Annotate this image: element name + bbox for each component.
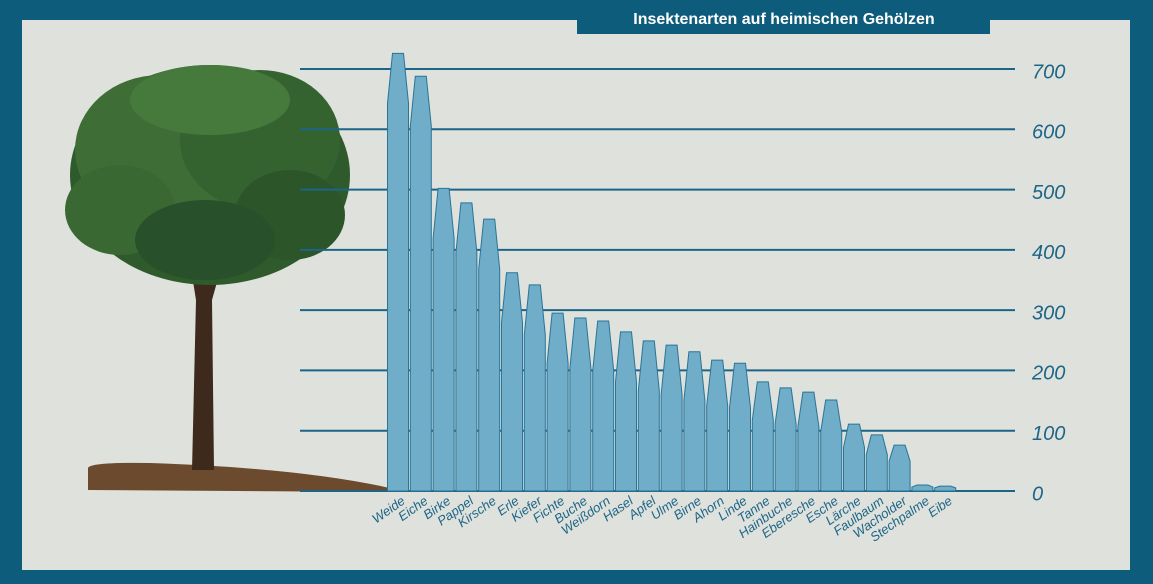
bar [865, 434, 888, 492]
bar [501, 272, 523, 492]
y-tick-label: 500 [1032, 182, 1065, 204]
title-box [577, 6, 990, 34]
y-tick-label: 300 [1032, 302, 1065, 324]
bar [387, 52, 409, 492]
bar [592, 320, 615, 492]
bar [888, 444, 911, 492]
bar [432, 187, 455, 492]
y-tick-label: 200 [1031, 363, 1065, 385]
y-tick-label: 400 [1032, 242, 1065, 264]
bar [478, 218, 501, 492]
bar [637, 340, 660, 492]
bar [546, 312, 569, 492]
chart-title: Insektenarten auf heimischen Gehölzen [633, 11, 934, 28]
bar [455, 202, 478, 492]
bar [729, 362, 751, 492]
bar [911, 484, 934, 492]
bar [569, 317, 592, 492]
y-tick-label: 600 [1032, 122, 1065, 144]
bar [774, 387, 797, 492]
bar [751, 381, 774, 492]
y-tick-label: 0 [1032, 483, 1043, 505]
bar [660, 344, 683, 492]
y-tick-label: 700 [1032, 61, 1065, 83]
tree-illustration [65, 65, 390, 492]
bar [706, 359, 729, 492]
bar [934, 485, 957, 492]
bar [683, 351, 706, 492]
bar [797, 391, 820, 492]
bar [523, 284, 546, 492]
y-tick-label: 100 [1032, 423, 1065, 445]
bar [409, 75, 432, 492]
bar [615, 331, 637, 492]
bar [820, 399, 843, 492]
bar [843, 423, 865, 492]
